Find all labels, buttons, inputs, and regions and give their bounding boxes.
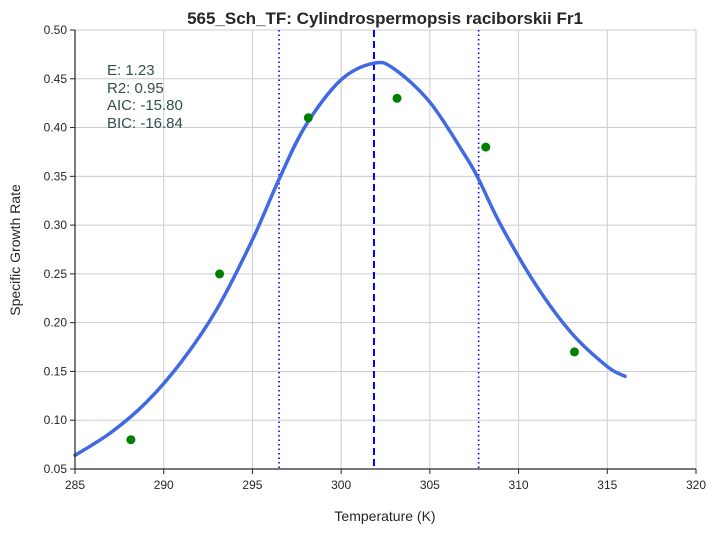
x-tick-label: 300 — [331, 478, 351, 492]
x-axis-label: Temperature (K) — [334, 508, 435, 524]
x-tick-label: 290 — [154, 478, 174, 492]
chart-title: 565_Sch_TF: Cylindrospermopsis raciborsk… — [187, 9, 583, 28]
x-tick-label: 320 — [686, 478, 706, 492]
x-tick-label: 305 — [420, 478, 440, 492]
y-tick-label: 0.20 — [44, 316, 68, 330]
fit-curve-line — [73, 60, 627, 458]
y-tick-label: 0.50 — [44, 23, 68, 37]
reference-lines — [278, 30, 480, 469]
x-tick-label: 315 — [597, 478, 617, 492]
fit-stats-annotation: E: 1.23 R2: 0.95 AIC: -15.80 BIC: -16.84 — [107, 62, 183, 132]
data-point — [303, 113, 313, 123]
y-tick-label: 0.30 — [44, 218, 68, 232]
y-tick-label: 0.45 — [44, 72, 68, 86]
y-tick-label: 0.15 — [44, 364, 68, 378]
x-tick-label: 295 — [242, 478, 262, 492]
stat-e: E: 1.23 — [107, 62, 155, 79]
x-ticks: 285 290 295 300 305 310 315 320 — [65, 469, 706, 492]
grid — [74, 29, 697, 470]
data-point — [392, 93, 402, 103]
y-ticks: 0.05 0.10 0.15 0.20 0.25 0.30 0.35 0.40 0.45 0.50 — [44, 23, 75, 476]
x-tick-label: 285 — [65, 478, 85, 492]
stat-bic: BIC: -16.84 — [107, 115, 183, 132]
stat-r2: R2: 0.95 — [107, 80, 164, 97]
y-tick-label: 0.40 — [44, 121, 68, 135]
data-point — [481, 142, 491, 152]
y-axis-label: Specific Growth Rate — [7, 184, 23, 316]
y-tick-label: 0.05 — [44, 462, 68, 476]
data-point — [215, 269, 225, 279]
y-tick-label: 0.10 — [44, 413, 68, 427]
data-point — [569, 347, 579, 357]
data-points — [126, 93, 579, 445]
y-tick-label: 0.25 — [44, 267, 68, 281]
x-tick-label: 310 — [509, 478, 529, 492]
data-point — [126, 435, 136, 445]
axes — [74, 30, 696, 470]
stat-aic: AIC: -15.80 — [107, 97, 183, 114]
y-tick-label: 0.35 — [44, 169, 68, 183]
